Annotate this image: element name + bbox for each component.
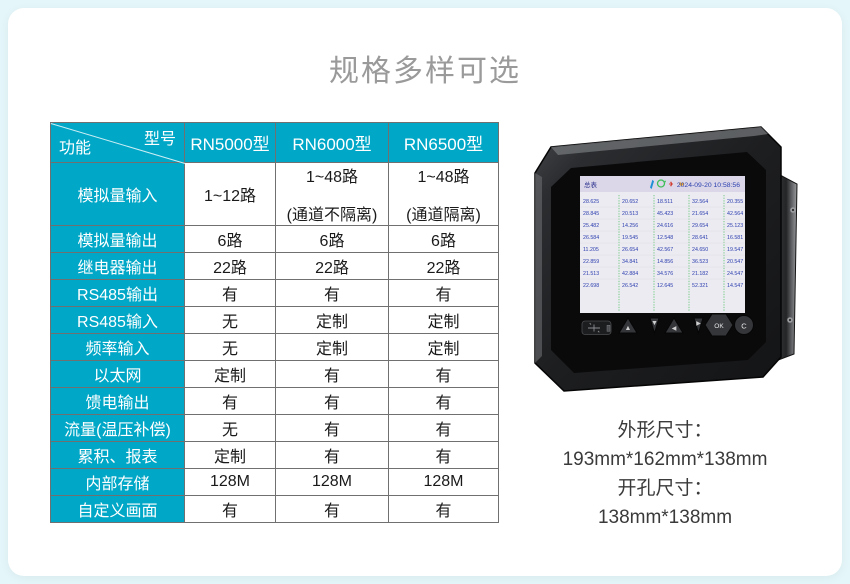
svg-text:21.654: 21.654 [692,211,708,217]
svg-text:52.321: 52.321 [692,283,708,289]
svg-text:18.511: 18.511 [657,199,673,205]
svg-text:28.641: 28.641 [692,235,708,241]
svg-text:20.547: 20.547 [727,259,743,265]
svg-text:32.564: 32.564 [692,199,708,205]
svg-text:26.584: 26.584 [583,235,599,241]
svg-text:21.182: 21.182 [692,271,708,277]
svg-text:20.652: 20.652 [622,199,638,205]
svg-text:14.547: 14.547 [727,283,743,289]
svg-text:28.845: 28.845 [583,211,599,217]
svg-text:29.654: 29.654 [692,223,708,229]
svg-text:20.513: 20.513 [622,211,638,217]
svg-text:11.205: 11.205 [583,247,599,253]
svg-text:14.856: 14.856 [657,259,673,265]
svg-text:22.698: 22.698 [583,283,599,289]
svg-text:19.547: 19.547 [727,247,743,253]
svg-text:42.567: 42.567 [657,247,673,253]
svg-text:26.542: 26.542 [622,283,638,289]
svg-text:28.625: 28.625 [583,199,599,205]
svg-text:42.884: 42.884 [622,271,638,277]
svg-text:24.650: 24.650 [692,247,708,253]
svg-text:16.581: 16.581 [727,235,743,241]
svg-text:25.482: 25.482 [583,223,599,229]
svg-text:2024-09-20 10:58:56: 2024-09-20 10:58:56 [677,182,740,189]
svg-text:24.616: 24.616 [657,223,673,229]
svg-text:34.841: 34.841 [622,259,638,265]
svg-text:◀: ◀ [672,326,677,332]
svg-text:21.513: 21.513 [583,271,599,277]
svg-text:19.545: 19.545 [622,235,638,241]
svg-text:45.423: 45.423 [657,211,673,217]
svg-text:25.123: 25.123 [727,223,743,229]
svg-text:▼: ▼ [651,320,658,327]
svg-text:42.564: 42.564 [727,211,743,217]
svg-text:▲: ▲ [625,325,632,332]
svg-text:26.654: 26.654 [622,247,638,253]
svg-text:14.256: 14.256 [622,223,638,229]
svg-text:▶: ▶ [696,321,701,327]
svg-text:36.523: 36.523 [692,259,708,265]
svg-text:22.859: 22.859 [583,259,599,265]
svg-text:总表: 总表 [584,180,598,189]
svg-text:12.548: 12.548 [657,235,673,241]
svg-text:34.576: 34.576 [657,271,673,277]
svg-text:20.355: 20.355 [727,199,743,205]
svg-text:24.547: 24.547 [727,271,743,277]
svg-text:OK: OK [714,323,724,330]
svg-text:C: C [741,322,747,331]
svg-text:12.645: 12.645 [657,283,673,289]
